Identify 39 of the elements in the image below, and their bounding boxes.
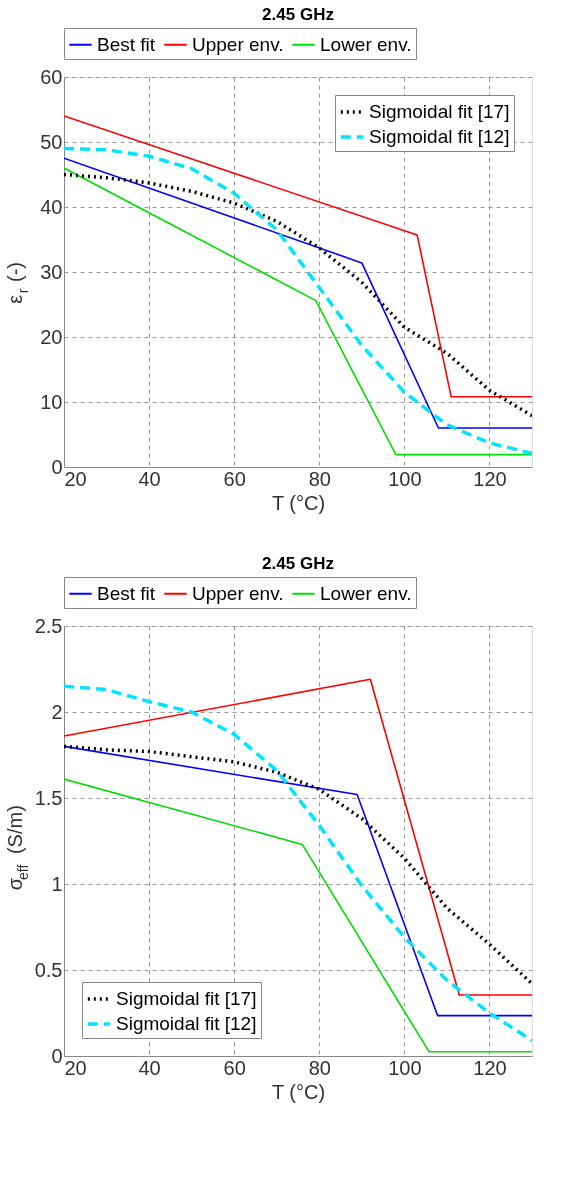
legend-label: Sigmoidal fit [12] [369, 126, 510, 147]
y-tick-label: 0 [51, 455, 63, 478]
y-tick-label: 2 [51, 700, 63, 723]
x-tick-label: 100 [388, 467, 422, 490]
y-tick-label: 0.5 [34, 958, 63, 981]
y-tick-label: 2.5 [34, 614, 63, 637]
y-tick-label: 1 [51, 872, 63, 895]
y-tick-label: 50 [40, 130, 63, 153]
y-tick-label: 30 [40, 260, 63, 283]
chart-title: 2.45 GHz [262, 553, 334, 573]
legend-label: Upper env. [192, 582, 284, 604]
legend-label: Best fit [97, 582, 156, 604]
x-tick-label: 100 [388, 1056, 422, 1079]
y-tick-label: 60 [40, 65, 63, 88]
legend-label: Best fit [97, 33, 156, 55]
x-tick-label: 80 [308, 1056, 331, 1079]
y-axis-title: εr (-) [4, 261, 31, 304]
x-tick-label: 60 [223, 1056, 246, 1079]
y-tick-label: 0 [51, 1044, 63, 1067]
legend-label: Sigmoidal fit [17] [116, 988, 257, 1009]
legend-label: Upper env. [192, 33, 284, 55]
y-tick-label: 20 [40, 325, 63, 348]
legend-label: Sigmoidal fit [17] [369, 101, 510, 122]
x-tick-label: 60 [223, 467, 246, 490]
y-tick-label: 40 [40, 195, 63, 218]
x-tick-label: 120 [473, 1056, 507, 1079]
y-axis-title: σeff (S/m) [4, 805, 31, 891]
chart-title: 2.45 GHz [262, 4, 334, 24]
legend-label: Lower env. [320, 33, 412, 55]
legend-label: Sigmoidal fit [12] [116, 1013, 257, 1034]
x-tick-label: 120 [473, 467, 507, 490]
x-axis-title: T (°C) [271, 1080, 326, 1103]
legend-label: Lower env. [320, 582, 412, 604]
y-tick-label: 10 [40, 390, 63, 413]
x-tick-label: 40 [138, 467, 161, 490]
x-axis-title: T (°C) [271, 491, 326, 514]
y-tick-label: 1.5 [34, 786, 63, 809]
x-tick-label: 40 [138, 1056, 161, 1079]
x-tick-label: 80 [308, 467, 331, 490]
